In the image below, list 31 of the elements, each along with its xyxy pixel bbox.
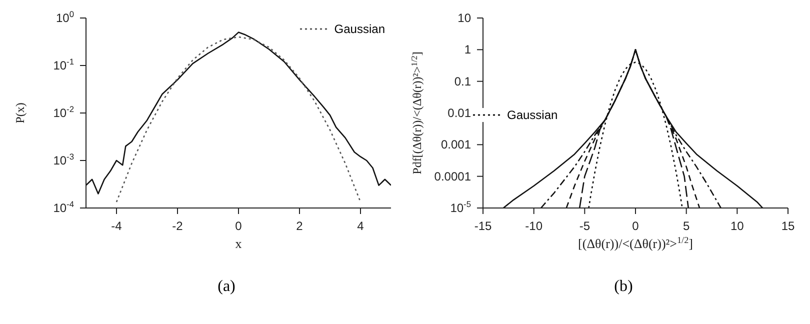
y-axis-title: P(x) [13, 102, 27, 124]
x-axis-title: x [235, 236, 242, 251]
y-tick-label: 10$^{-3}$ [53, 152, 74, 168]
legend-label: Gaussian [507, 108, 558, 122]
x-tick-label: 4 [357, 219, 364, 233]
y-tick-label: 10$^{0}$ [56, 9, 74, 25]
y-tick-label: 10 [458, 11, 472, 25]
x-tick-label: 5 [682, 219, 690, 233]
x-axis-title: [(Δθ(r))/<(Δθ(r))²>$^{1/2}$] [578, 235, 693, 251]
y-tick-label: 10$^{-5}$ [450, 199, 472, 215]
y-tick-label: 0.1 [454, 74, 472, 88]
y-tick-label: 1 [464, 42, 472, 57]
y-tick-label: 10$^{-1}$ [53, 56, 74, 72]
text: (a) [216, 278, 236, 296]
y-tick-label: 0.001 [440, 138, 472, 152]
y-tick-label: 10$^{-4}$ [53, 199, 74, 215]
x-tick-label: 2 [296, 219, 304, 233]
x-tick-label: 10 [730, 219, 744, 233]
y-tick-label: 10$^{-2}$ [53, 104, 74, 120]
x-tick-label: -2 [172, 219, 184, 233]
legend-label: Gaussian [334, 22, 385, 36]
x-tick-label: 0 [235, 219, 242, 233]
text: (b) [613, 278, 634, 296]
y-tick-label: 0.0001 [434, 169, 472, 184]
x-tick-label: 15 [781, 219, 795, 233]
y-tick-label: 0.01 [448, 106, 472, 120]
x-tick-label: -10 [525, 219, 543, 233]
x-tick-label: 0 [632, 219, 640, 233]
x-tick-label: -5 [579, 219, 590, 233]
x-tick-label: -15 [474, 219, 492, 233]
x-tick-label: -4 [111, 219, 122, 233]
